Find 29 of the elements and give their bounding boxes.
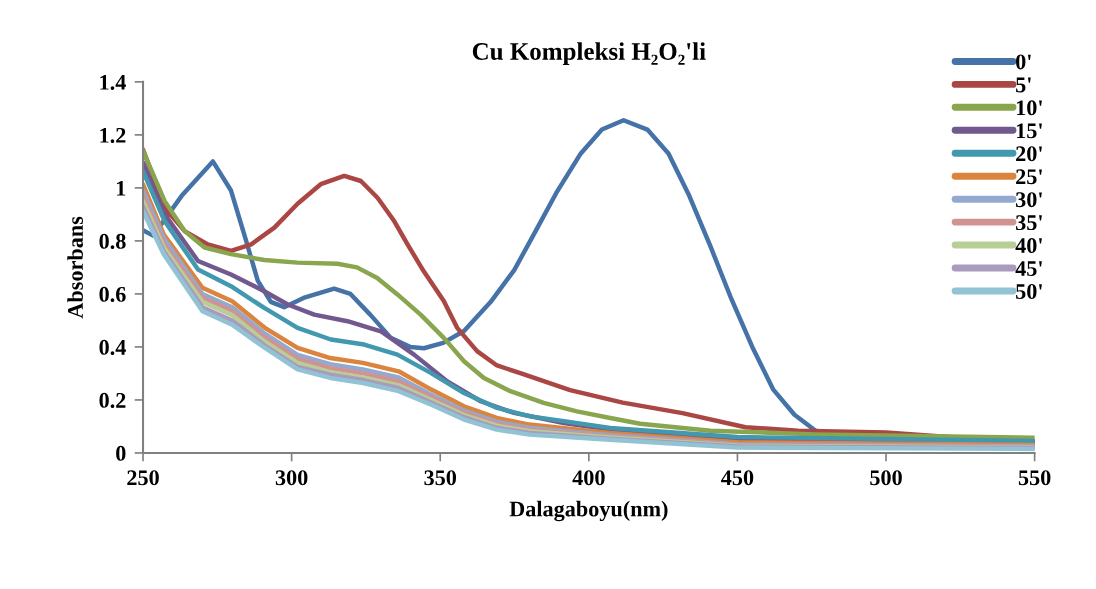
- chart-title: Cu Kompleksi H₂O₂'li: [472, 42, 706, 65]
- y-axis-title: Absorbans: [67, 216, 83, 319]
- legend-label: 50': [1016, 283, 1042, 299]
- legend-label: 40': [1015, 238, 1042, 254]
- x-tick-label: 550: [1018, 470, 1051, 486]
- y-tick-label: 1: [117, 180, 126, 196]
- x-tick-label: 500: [870, 470, 902, 486]
- legend-label: 45': [1015, 261, 1042, 277]
- x-tick-label: 250: [127, 470, 159, 486]
- legend-label: 10': [1016, 100, 1042, 116]
- y-tick-label: 0.2: [99, 392, 126, 408]
- x-tick-label: 400: [572, 470, 605, 486]
- y-tick-label: 1.2: [100, 127, 126, 143]
- x-tick-label: 350: [424, 470, 457, 486]
- y-tick-label: 1.4: [100, 74, 126, 90]
- x-tick-label: 300: [275, 470, 308, 486]
- y-tick-label: 0.8: [99, 233, 126, 249]
- legend-label: 35': [1016, 215, 1042, 231]
- y-tick-label: 0: [116, 445, 126, 461]
- x-tick-label: 450: [721, 470, 754, 486]
- legend-label: 25': [1016, 169, 1042, 185]
- y-tick-label: 0.6: [99, 286, 126, 302]
- x-axis-title: Dalagaboyu(nm): [509, 500, 668, 522]
- legend-label: 20': [1016, 146, 1042, 162]
- legend-label: 0': [1016, 54, 1031, 70]
- legend-label: 30': [1016, 192, 1042, 208]
- legend-label: 5': [1016, 77, 1031, 93]
- legend-label: 15': [1016, 123, 1042, 139]
- y-tick-label: 0.4: [99, 339, 126, 355]
